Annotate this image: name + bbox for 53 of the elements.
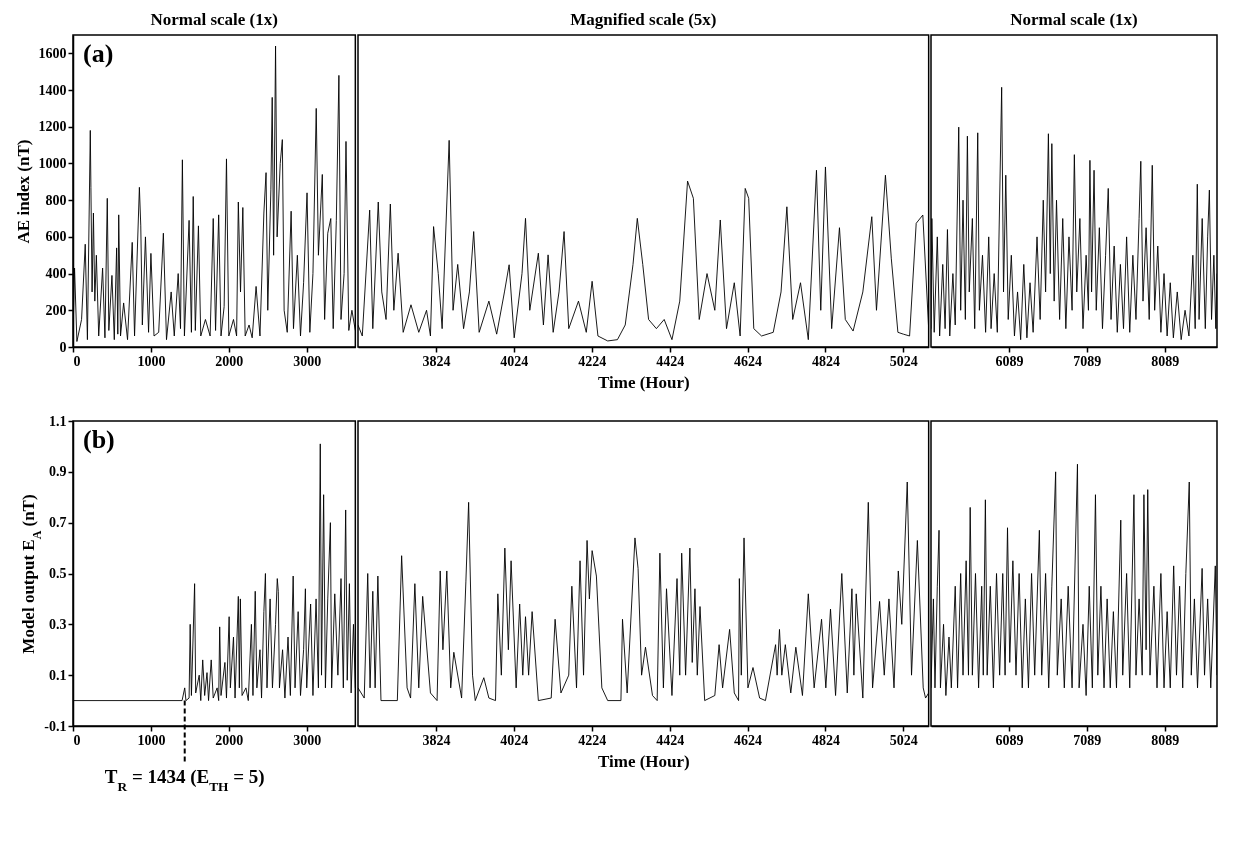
x-tick-label: 1000	[137, 732, 166, 748]
x-tick-label: 2000	[215, 732, 244, 748]
y-tick-label: 0	[59, 339, 67, 355]
x-tick-label: 4824	[811, 353, 840, 369]
x-tick-label: 1000	[137, 353, 166, 369]
y-tick-label: 1000	[38, 155, 67, 171]
x-tick-label: 0	[73, 353, 81, 369]
x-tick-label: 4424	[656, 732, 685, 748]
x-tick-label: 8089	[1151, 732, 1180, 748]
x-tick-label: 5024	[889, 353, 918, 369]
x-tick-label: 3000	[293, 353, 322, 369]
y-tick-label: 1200	[38, 119, 67, 135]
y-axis-title: AE index (nT)	[13, 139, 33, 244]
y-tick-label: 1600	[38, 45, 67, 61]
y-tick-label: 400	[45, 266, 67, 282]
x-tick-label: 4824	[811, 732, 840, 748]
x-tick-label: 7089	[1073, 353, 1102, 369]
y-tick-label: 200	[45, 302, 67, 318]
annotation: T$_{R}$ = 1434 (E$_{TH}$ = 5)	[104, 766, 265, 794]
x-tick-label: 3824	[422, 732, 451, 748]
x-tick-label: 7089	[1073, 732, 1102, 748]
chart-title: Normal scale (1x)	[1010, 10, 1138, 29]
y-tick-label: 0.7	[49, 515, 67, 531]
x-tick-label: 8089	[1151, 353, 1180, 369]
x-tick-label: 4624	[734, 732, 763, 748]
x-tick-label: 6089	[995, 353, 1024, 369]
x-tick-label: 4024	[500, 732, 529, 748]
x-tick-label: 4224	[578, 353, 607, 369]
y-tick-label: -0.1	[44, 718, 67, 734]
y-tick-label: 0.3	[49, 616, 67, 632]
y-tick-label: 1400	[38, 82, 67, 98]
x-tick-label: 0	[73, 732, 81, 748]
y-tick-label: 600	[45, 229, 67, 245]
x-tick-label: 6089	[995, 732, 1024, 748]
x-tick-label: 2000	[215, 353, 244, 369]
y-tick-label: 800	[45, 192, 67, 208]
x-tick-label: 4624	[734, 353, 763, 369]
y-tick-label: 0.9	[49, 464, 67, 480]
x-axis-title: Time (Hour)	[597, 751, 690, 771]
x-axis-title: Time (Hour)	[597, 372, 690, 392]
x-tick-label: 4424	[656, 353, 685, 369]
x-tick-label: 5024	[889, 732, 918, 748]
chart-title: Magnified scale (5x)	[570, 10, 717, 29]
chart-title: Normal scale (1x)	[150, 10, 278, 29]
annotation: (a)	[83, 39, 114, 68]
annotation: (b)	[83, 425, 115, 454]
x-tick-label: 4224	[578, 732, 607, 748]
y-tick-label: 0.1	[49, 667, 67, 683]
y-tick-label: 0.5	[49, 566, 67, 581]
y-tick-label: 1.1	[49, 413, 67, 429]
x-tick-label: 3824	[422, 353, 451, 369]
x-tick-label: 3000	[293, 732, 322, 748]
x-tick-label: 4024	[500, 353, 529, 369]
